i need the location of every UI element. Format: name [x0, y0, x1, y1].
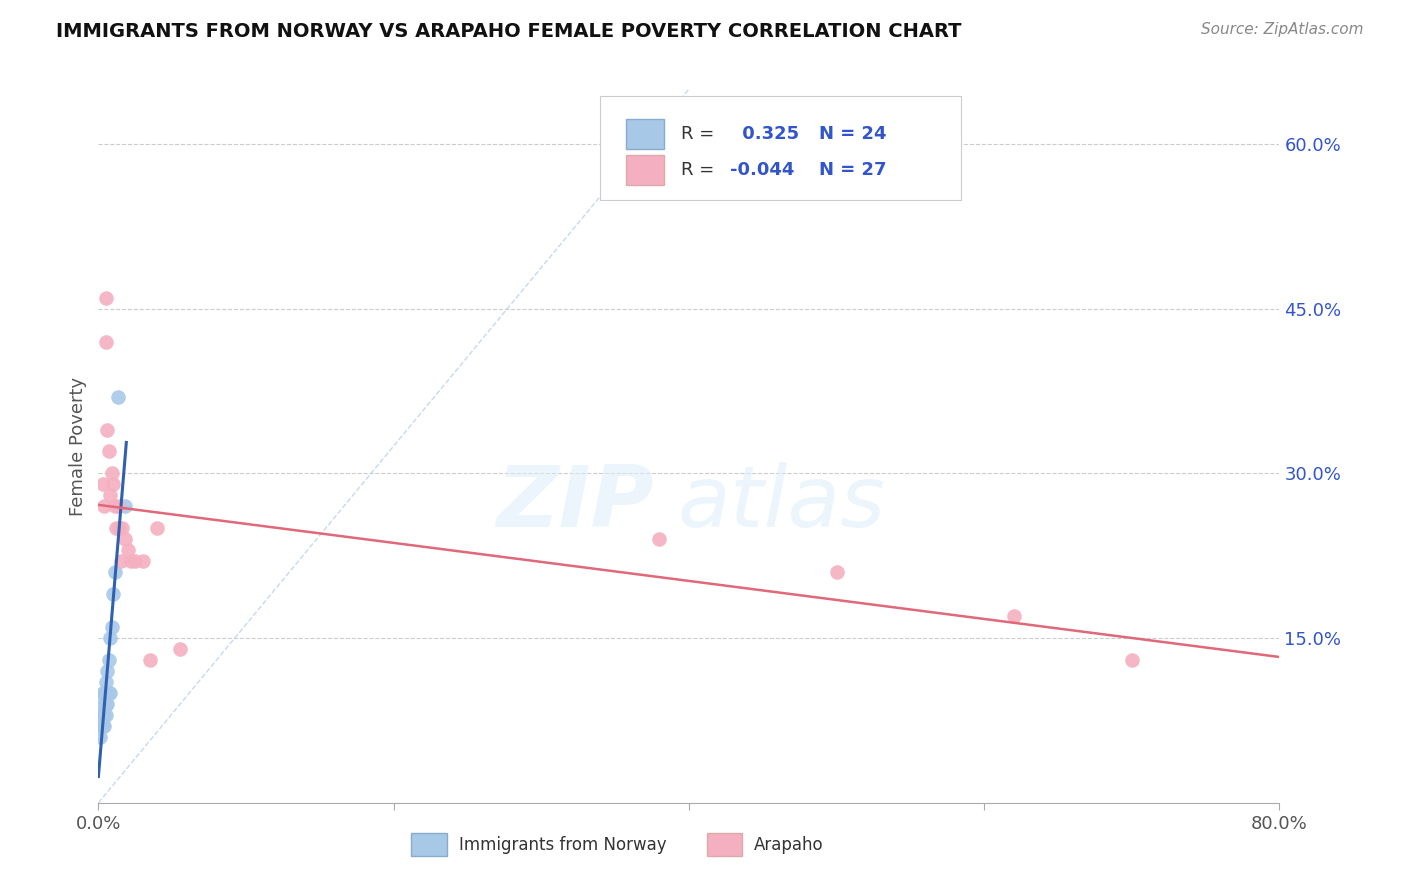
Point	[96, 697, 118, 711]
Point	[110, 554, 132, 568]
Point	[1121, 653, 1143, 667]
Point	[132, 554, 155, 568]
Point	[96, 686, 118, 700]
Point	[93, 719, 115, 733]
Text: Immigrants from Norway: Immigrants from Norway	[458, 836, 666, 854]
FancyBboxPatch shape	[626, 155, 664, 185]
Text: Arapaho: Arapaho	[754, 836, 824, 854]
Text: -0.044: -0.044	[730, 161, 794, 179]
Point	[94, 334, 117, 349]
Point	[105, 521, 128, 535]
Text: ZIP: ZIP	[496, 461, 654, 545]
Point	[93, 500, 115, 514]
Text: atlas: atlas	[678, 461, 886, 545]
Text: Source: ZipAtlas.com: Source: ZipAtlas.com	[1201, 22, 1364, 37]
Point	[94, 291, 117, 305]
Text: N = 24: N = 24	[818, 126, 886, 144]
Point	[107, 390, 129, 404]
Point	[117, 543, 139, 558]
FancyBboxPatch shape	[707, 833, 742, 856]
FancyBboxPatch shape	[412, 833, 447, 856]
Point	[91, 719, 114, 733]
Point	[103, 587, 125, 601]
Point	[124, 554, 146, 568]
Point	[146, 521, 169, 535]
Point	[100, 620, 122, 634]
FancyBboxPatch shape	[600, 96, 960, 200]
Point	[108, 521, 131, 535]
Point	[104, 566, 127, 580]
FancyBboxPatch shape	[626, 120, 664, 149]
Point	[94, 708, 117, 723]
Point	[97, 444, 120, 458]
Point	[114, 533, 136, 547]
Point	[103, 477, 125, 491]
Point	[90, 719, 112, 733]
Point	[120, 554, 142, 568]
Point	[111, 521, 134, 535]
Point	[93, 686, 115, 700]
Point	[93, 708, 115, 723]
Point	[94, 675, 117, 690]
Point	[90, 708, 112, 723]
Point	[91, 477, 114, 491]
Point	[648, 533, 671, 547]
Point	[97, 653, 120, 667]
Text: N = 27: N = 27	[818, 161, 886, 179]
Y-axis label: Female Poverty: Female Poverty	[69, 376, 87, 516]
Point	[89, 730, 111, 744]
Point	[98, 686, 121, 700]
Point	[96, 423, 118, 437]
Text: IMMIGRANTS FROM NORWAY VS ARAPAHO FEMALE POVERTY CORRELATION CHART: IMMIGRANTS FROM NORWAY VS ARAPAHO FEMALE…	[56, 22, 962, 41]
Point	[91, 697, 114, 711]
Point	[104, 500, 127, 514]
Text: 0.325: 0.325	[737, 126, 799, 144]
Point	[96, 664, 118, 678]
Point	[94, 697, 117, 711]
Text: R =: R =	[681, 161, 720, 179]
Point	[139, 653, 162, 667]
Point	[100, 467, 122, 481]
Point	[98, 631, 121, 645]
Point	[91, 686, 114, 700]
Point	[97, 686, 120, 700]
Point	[169, 642, 191, 657]
Text: R =: R =	[681, 126, 720, 144]
Point	[825, 566, 848, 580]
Point	[114, 500, 136, 514]
Point	[1002, 609, 1025, 624]
Point	[107, 500, 129, 514]
Point	[98, 488, 121, 502]
